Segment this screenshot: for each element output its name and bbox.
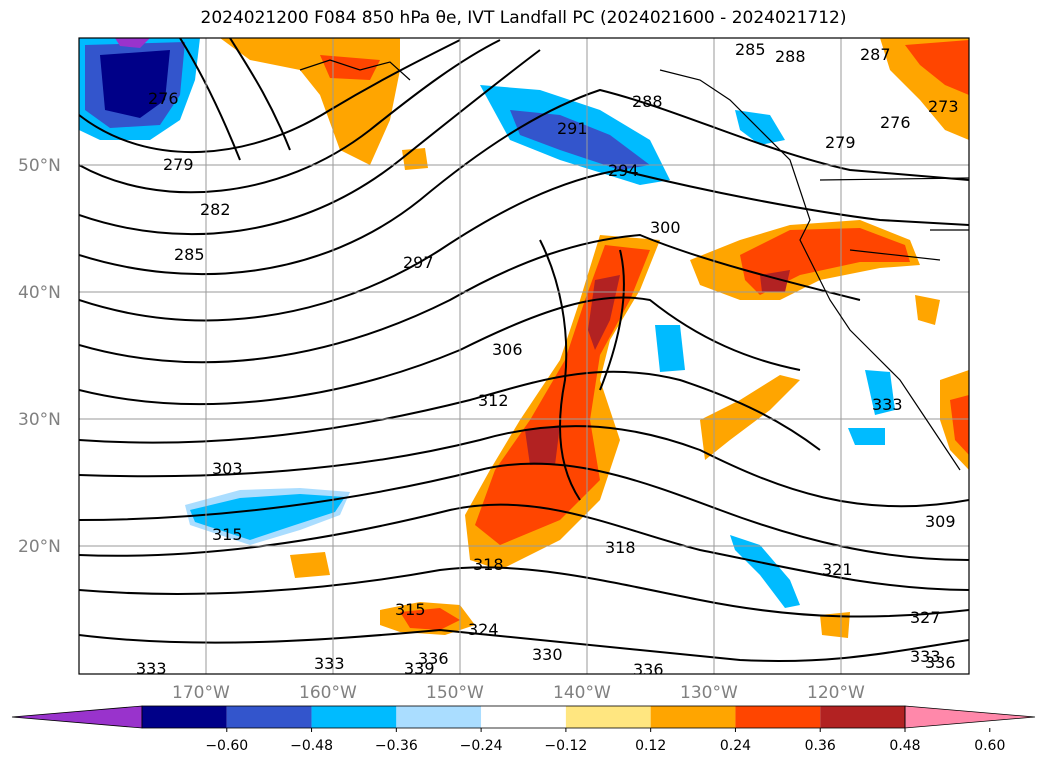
contour-label: 306 — [492, 340, 523, 359]
contour-label: 333 — [872, 395, 903, 414]
contour-label: 315 — [212, 525, 243, 544]
shade-warm-south3 — [820, 612, 850, 638]
contour-label-group: 276 279 282 285 297 291 294 300 288 285 … — [136, 40, 959, 679]
contour-label: 309 — [925, 512, 956, 531]
colorbar-tick-label: 0.36 — [805, 738, 836, 754]
longitude-label: 170°W — [172, 683, 230, 703]
colorbar-segment — [735, 706, 821, 728]
colorbar-segment — [481, 706, 566, 728]
contour-label: 336 — [925, 653, 956, 672]
contour-label: 291 — [557, 119, 588, 138]
contour-label: 315 — [395, 600, 426, 619]
shade-cold-mid — [655, 325, 685, 372]
contour-label: 336 — [633, 660, 664, 679]
shade-cold-east — [865, 370, 895, 415]
longitude-label: 160°W — [299, 683, 357, 703]
contour-label: 303 — [212, 459, 243, 478]
colorbar-segment — [565, 706, 651, 728]
shade-cold-coast — [735, 110, 785, 145]
colorbar-segment — [396, 706, 482, 728]
contour-label: 318 — [605, 538, 636, 557]
shade-warm-small2 — [915, 295, 940, 325]
colorbar-tick-label: 0.60 — [974, 738, 1005, 754]
colorbar-tick-label: 0.48 — [889, 738, 920, 754]
longitude-label: 140°W — [553, 683, 611, 703]
colorbar-segment — [650, 706, 736, 728]
contour-label: 330 — [532, 645, 563, 664]
latitude-label: 40°N — [18, 283, 61, 303]
contour-label: 333 — [136, 659, 167, 678]
longitude-label: 120°W — [807, 683, 865, 703]
shade-cold-nw-core — [100, 50, 170, 118]
contour-label: 276 — [880, 113, 911, 132]
colorbar-tick-label: 0.12 — [635, 738, 666, 754]
contour-label: 288 — [632, 92, 663, 111]
contour-label: 287 — [860, 45, 891, 64]
colorbar-segment — [820, 706, 905, 728]
shade-warm-east-core — [950, 395, 969, 455]
shade-cold-ne-core — [510, 110, 650, 170]
colorbar-segment — [311, 706, 397, 728]
colorbar-tick-label: −0.60 — [205, 738, 248, 754]
contour-label: 333 — [910, 647, 941, 666]
coastlines — [299, 59, 969, 471]
colorbar-tick-label: −0.12 — [544, 738, 587, 754]
colorbar-tick-label: −0.36 — [375, 738, 418, 754]
map-frame — [78, 37, 970, 675]
contour-label: 297 — [403, 253, 434, 272]
contour-label: 333 — [314, 654, 345, 673]
contour-label: 276 — [148, 89, 179, 108]
colorbar-segment — [226, 706, 312, 728]
contour-label: 279 — [825, 133, 856, 152]
contour-label: 285 — [735, 40, 766, 59]
contour-label: 273 — [928, 97, 959, 116]
latitude-label: 50°N — [18, 156, 61, 176]
contour-label: 318 — [473, 555, 504, 574]
shade-cold-east2 — [848, 428, 885, 445]
contour-label: 282 — [200, 200, 231, 219]
contour-label: 336 — [418, 649, 449, 668]
shade-cold-nw-edge — [115, 38, 150, 48]
contour-label: 339 — [404, 659, 435, 678]
contour-label: 327 — [910, 608, 941, 627]
latitude-label: 20°N — [18, 537, 61, 557]
longitude-labels: 170°W 160°W 150°W 140°W 130°W 120°W — [172, 683, 865, 703]
theta-e-contours — [79, 38, 969, 662]
longitude-label: 130°W — [680, 683, 738, 703]
colorbar-extend-high — [904, 705, 1036, 729]
latitude-labels: 50°N 40°N 30°N 20°N — [18, 156, 61, 557]
contour-label: 321 — [822, 560, 853, 579]
contour-label: 294 — [608, 161, 639, 180]
longitude-label: 150°W — [426, 683, 484, 703]
shade-warm-midband — [700, 375, 800, 460]
shade-warm-plume-core — [588, 275, 620, 350]
colorbar-segment — [142, 706, 227, 728]
shade-warm-plume-core2 — [525, 425, 560, 465]
colorbar-tick-label: −0.48 — [290, 738, 333, 754]
contour-label: 300 — [650, 218, 681, 237]
shade-cold-trop-core — [190, 494, 345, 540]
colorbar-tick-label: −0.24 — [460, 738, 503, 754]
map-title: 2024021200 F084 850 hPa θe, IVT Landfall… — [200, 8, 847, 28]
colorbar-frame — [141, 705, 906, 729]
latitude-label: 30°N — [18, 410, 61, 430]
colorbar-tick-label: 0.24 — [720, 738, 751, 754]
shade-warm-small — [402, 148, 428, 170]
shade-cold-trop2 — [730, 535, 800, 608]
map-gridlines — [79, 38, 969, 674]
contour-label: 285 — [174, 245, 205, 264]
contour-label: 279 — [163, 155, 194, 174]
shade-warm-south-core — [400, 608, 460, 630]
colorbar: −0.60 −0.48 −0.36 −0.24 −0.12 0.12 0.24 0.36 0.4… — [11, 705, 1036, 754]
contour-label: 324 — [468, 620, 499, 639]
contour-label: 288 — [775, 47, 806, 66]
shade-warm-ne-core — [905, 40, 969, 95]
contour-label: 312 — [478, 391, 509, 410]
colorbar-extend-low — [11, 705, 143, 729]
shade-warm-south2 — [290, 552, 330, 578]
